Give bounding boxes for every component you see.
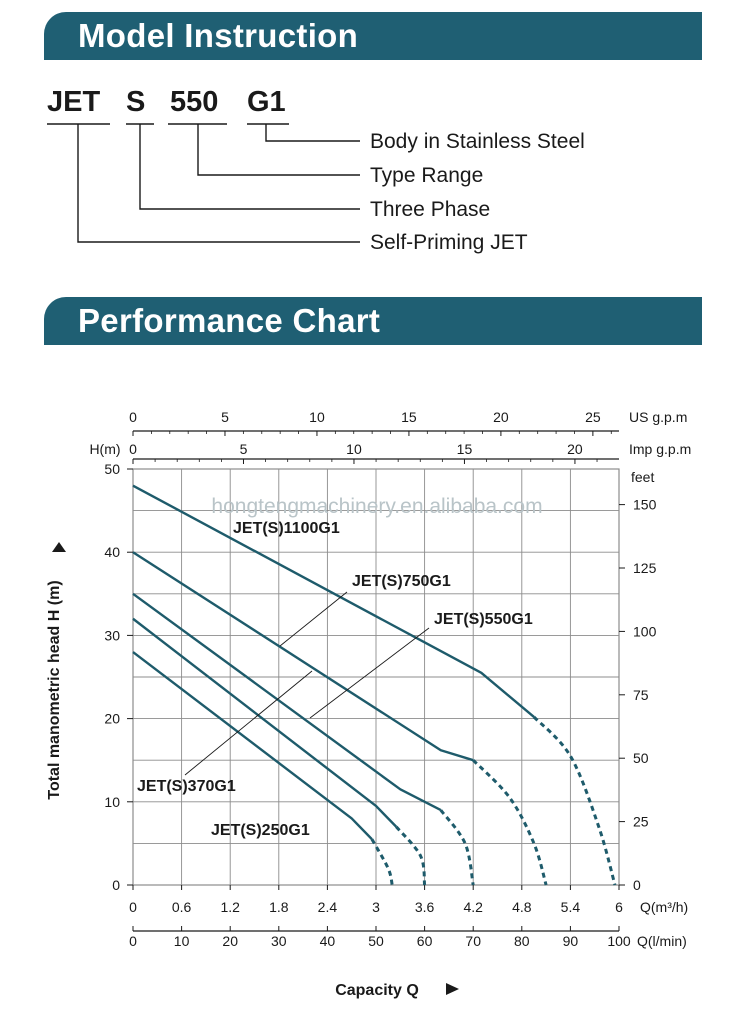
model-instruction-banner: Model Instruction	[44, 12, 702, 60]
us-gpm-unit-label: US g.p.m	[629, 409, 687, 425]
us-gpm-tick-label: 10	[309, 409, 325, 425]
curve-solid-2	[132, 592, 442, 812]
x-lmin-tick-label: 40	[320, 933, 336, 949]
imp-gpm-tick-label: 20	[567, 441, 583, 457]
x-m3h-tick-label: 2.4	[318, 899, 338, 915]
us-gpm-tick-label: 15	[401, 409, 417, 425]
feet-tick-label: 125	[633, 560, 657, 576]
y-tick-label: 50	[104, 461, 120, 477]
x-lmin-tick-label: 100	[607, 933, 631, 949]
y-unit-label: H(m)	[89, 441, 120, 457]
curve-dashed-2	[439, 809, 475, 886]
x-lmin-tick-label: 30	[271, 933, 287, 949]
x-m3h-tick-label: 1.2	[220, 899, 240, 915]
x-lmin-tick-label: 70	[465, 933, 481, 949]
x-m3h-tick-label: 3.6	[415, 899, 435, 915]
curve-solid-3	[132, 617, 398, 828]
series-label-3: JET(S)370G1	[137, 778, 236, 795]
leader-550	[197, 124, 360, 176]
series-label-2: JET(S)550G1	[434, 611, 533, 628]
feet-tick-label: 150	[633, 497, 657, 513]
series-label-1: JET(S)750G1	[352, 573, 451, 590]
x-lmin-tick-label: 50	[368, 933, 384, 949]
x-lmin-tick-label: 10	[174, 933, 190, 949]
meaning-jet: Self-Priming JET	[370, 231, 528, 254]
feet-tick-label: 25	[633, 814, 649, 830]
x-m3h-tick-label: 4.2	[463, 899, 483, 915]
curve-solid-0	[132, 484, 535, 718]
code-s: S	[126, 86, 145, 118]
feet-unit-label: feet	[631, 469, 654, 485]
curve-solid-4	[132, 651, 373, 841]
code-g1: G1	[247, 86, 286, 118]
curve-dashed-3	[395, 825, 427, 886]
x-lmin-tick-label: 90	[563, 933, 579, 949]
x-m3h-tick-label: 6	[615, 899, 623, 915]
imp-gpm-tick-label: 5	[240, 441, 248, 457]
curve-dashed-1	[472, 759, 548, 886]
y-tick-label: 0	[112, 877, 120, 893]
series-label-leader	[279, 591, 348, 647]
series-label-0: JET(S)1100G1	[233, 520, 340, 537]
x-lmin-tick-label: 80	[514, 933, 530, 949]
x-m3h-unit-label: Q(m³/h)	[640, 899, 688, 915]
imp-gpm-unit-label: Imp g.p.m	[629, 441, 691, 457]
y-tick-label: 10	[104, 794, 120, 810]
curve-dashed-0	[532, 715, 617, 886]
x-lmin-tick-label: 20	[222, 933, 238, 949]
leader-s	[139, 124, 360, 210]
imp-gpm-tick-label: 0	[129, 441, 137, 457]
leader-g1	[265, 124, 360, 142]
y-axis-title: Total manometric head H (m)	[46, 580, 63, 799]
x-axis-arrow-icon	[446, 983, 459, 995]
x-lmin-tick-label: 0	[129, 933, 137, 949]
performance-chart-title: Performance Chart	[78, 302, 381, 339]
feet-tick-label: 50	[633, 750, 649, 766]
x-m3h-tick-label: 0.6	[172, 899, 192, 915]
y-axis-arrow-icon	[52, 542, 66, 552]
meaning-550: Type Range	[370, 164, 483, 187]
series-label-leader	[309, 627, 430, 719]
x-lmin-tick-label: 60	[417, 933, 433, 949]
performance-chart-banner: Performance Chart	[44, 297, 702, 345]
y-tick-label: 20	[104, 711, 120, 727]
y-tick-label: 30	[104, 627, 120, 643]
imp-gpm-tick-label: 10	[346, 441, 362, 457]
x-m3h-tick-label: 3	[372, 899, 380, 915]
us-gpm-tick-label: 25	[585, 409, 601, 425]
x-m3h-tick-label: 5.4	[561, 899, 581, 915]
x-m3h-tick-label: 1.8	[269, 899, 289, 915]
feet-tick-label: 75	[633, 687, 649, 703]
us-gpm-tick-label: 20	[493, 409, 509, 425]
curve-solid-1	[132, 551, 474, 762]
series-label-leader	[184, 670, 313, 776]
watermark-text: hongtengmachinery.en.alibaba.com	[211, 495, 542, 518]
model-instruction-diagram: JET S 550 G1 Body in Stainless Steel Typ…	[47, 86, 585, 254]
model-instruction-title: Model Instruction	[78, 17, 359, 54]
feet-tick-label: 100	[633, 623, 657, 639]
leader-jet	[77, 124, 360, 243]
code-jet: JET	[47, 86, 100, 118]
us-gpm-tick-label: 5	[221, 409, 229, 425]
us-gpm-tick-label: 0	[129, 409, 137, 425]
series-label-4: JET(S)250G1	[211, 822, 310, 839]
x-lmin-unit-label: Q(l/min)	[637, 933, 687, 949]
x-axis-title: Capacity Q	[335, 982, 419, 999]
curve-dashed-4	[370, 838, 394, 886]
code-550: 550	[170, 86, 218, 118]
x-m3h-tick-label: 4.8	[512, 899, 532, 915]
y-tick-label: 40	[104, 544, 120, 560]
imp-gpm-tick-label: 15	[457, 441, 473, 457]
meaning-g1: Body in Stainless Steel	[370, 130, 585, 153]
meaning-s: Three Phase	[370, 198, 490, 221]
x-m3h-tick-label: 0	[129, 899, 137, 915]
feet-tick-label: 0	[633, 877, 641, 893]
